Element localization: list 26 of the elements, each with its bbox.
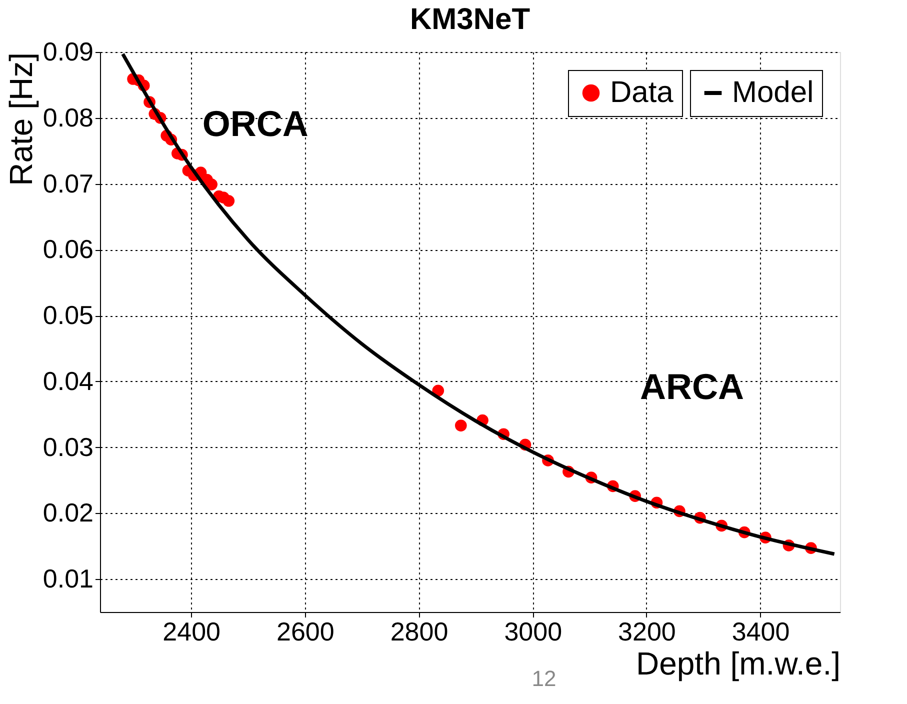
y-tick-label: 0.09: [42, 36, 94, 66]
annotation: ORCA: [202, 102, 308, 144]
legend-label: Model: [732, 76, 814, 109]
x-tick-label: 3000: [504, 616, 562, 646]
point: [222, 194, 235, 207]
y-tick-label: 0.03: [42, 432, 94, 462]
y-tick-label: 0.04: [42, 366, 94, 396]
text: 12: [532, 666, 556, 692]
y-tick-label: 0.07: [42, 168, 94, 198]
x-tick-label: 3200: [618, 616, 676, 646]
point: [206, 178, 218, 190]
y-tick-label: 0.02: [42, 498, 94, 528]
y-tick-label: 0.06: [42, 234, 94, 264]
y-tick-label: 0.08: [42, 102, 94, 132]
chart-title: KM3NeT: [410, 3, 530, 36]
x-tick-label: 2800: [390, 616, 448, 646]
y-axis-title: Rate [Hz]: [2, 52, 39, 186]
y-tick-label: 0.05: [42, 300, 94, 330]
x-tick-label: 2400: [162, 616, 220, 646]
point: [454, 420, 467, 432]
x-axis-title: Depth [m.w.e.]: [636, 646, 840, 682]
legend-label: Data: [610, 76, 674, 109]
y-tick-label: 0.01: [42, 564, 94, 594]
x-tick-label: 3400: [732, 616, 790, 646]
annotation: ARCA: [640, 366, 744, 407]
x-tick-label: 2600: [276, 616, 334, 646]
